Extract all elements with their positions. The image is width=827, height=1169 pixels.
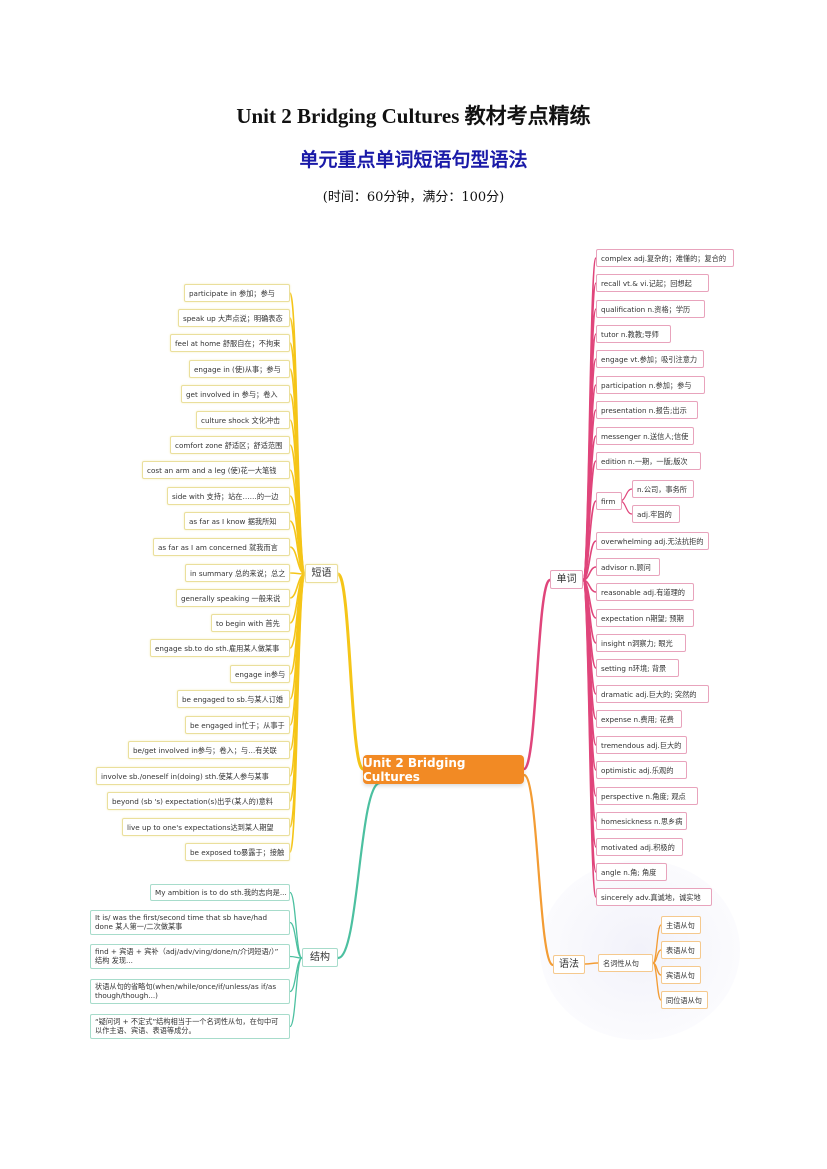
phrase-item[interactable]: be engaged to sb.与某人订婚 bbox=[177, 690, 290, 708]
word-item[interactable]: qualification n.资格；学历 bbox=[596, 300, 705, 318]
mindmap-center-node[interactable]: Unit 2 Bridging Cultures bbox=[363, 755, 524, 784]
structure-item[interactable]: 状语从句的省略句(when/while/once/if/unless/as if… bbox=[90, 979, 290, 1004]
branch-structures[interactable]: 结构 bbox=[302, 948, 338, 967]
word-item[interactable]: presentation n.报告;出示 bbox=[596, 401, 698, 419]
phrase-item[interactable]: be/get involved in参与；卷入；与…有关联 bbox=[128, 741, 290, 759]
grammar-item[interactable]: 主语从句 bbox=[661, 916, 701, 934]
phrase-item[interactable]: beyond (sb 's) expectation(s)出乎(某人的)意料 bbox=[107, 792, 290, 810]
connector-center-words bbox=[522, 578, 552, 771]
phrase-item[interactable]: feel at home 舒服自在；不拘束 bbox=[170, 334, 290, 352]
grammar-item[interactable]: 宾语从句 bbox=[661, 966, 701, 984]
structure-item[interactable]: “疑问词 + 不定式”结构相当于一个名词性从句，在句中可以作主语、宾语、表语等成… bbox=[90, 1014, 290, 1039]
word-item[interactable]: expectation n期望; 预期 bbox=[596, 609, 694, 627]
connector-center-grammar bbox=[522, 773, 555, 967]
word-item[interactable]: recall vt.& vi.记起；回想起 bbox=[596, 274, 709, 292]
phrase-item[interactable]: culture shock 文化冲击 bbox=[196, 411, 290, 429]
word-item[interactable]: advisor n.顾问 bbox=[596, 558, 660, 576]
branch-grammar[interactable]: 语法 bbox=[553, 955, 585, 974]
word-item[interactable]: optimistic adj.乐观的 bbox=[596, 761, 687, 779]
branch-words[interactable]: 单词 bbox=[550, 570, 583, 589]
structure-item[interactable]: My ambition is to do sth.我的志向是... bbox=[150, 884, 290, 901]
grammar-item[interactable]: 同位语从句 bbox=[661, 991, 708, 1009]
word-item[interactable]: engage vt.参加；吸引注意力 bbox=[596, 350, 704, 368]
branch-phrases[interactable]: 短语 bbox=[305, 564, 338, 583]
connector-structure bbox=[289, 921, 303, 959]
word-item[interactable]: sincerely adv.真诚地，诚实地 bbox=[596, 888, 712, 906]
phrase-item[interactable]: cost an arm and a leg (使)花一大笔钱 bbox=[142, 461, 290, 479]
phrase-item[interactable]: engage in (使)从事；参与 bbox=[189, 360, 290, 378]
connector-center-structures bbox=[337, 781, 381, 960]
connector-grammar-item bbox=[652, 962, 662, 1001]
word-item[interactable]: motivated adj.积极的 bbox=[596, 838, 683, 856]
word-item[interactable]: complex adj.复杂的；难懂的；复合的 bbox=[596, 249, 734, 267]
word-item[interactable]: tremendous adj.巨大的 bbox=[596, 736, 687, 754]
connector-phrase bbox=[289, 573, 306, 853]
phrase-item[interactable]: engage sb.to do sth.雇用某人做某事 bbox=[150, 639, 290, 657]
firm-sense-item[interactable]: adj.牢固的 bbox=[632, 505, 680, 523]
word-item[interactable]: insight n洞察力; 眼光 bbox=[596, 634, 686, 652]
word-item[interactable]: firm bbox=[596, 492, 622, 510]
connector-word bbox=[582, 579, 597, 898]
word-item[interactable]: participation n.参加；参与 bbox=[596, 376, 705, 394]
firm-sense-item[interactable]: n.公司，事务所 bbox=[632, 480, 694, 498]
word-item[interactable]: reasonable adj.有道理的 bbox=[596, 583, 694, 601]
time-note: (时间：60分钟，满分：100分) bbox=[322, 190, 505, 205]
grammar-item[interactable]: 表语从句 bbox=[661, 941, 701, 959]
phrase-item[interactable]: comfort zone 舒适区；舒适范围 bbox=[170, 436, 290, 454]
word-item[interactable]: tutor n.教教;导师 bbox=[596, 325, 671, 343]
word-item[interactable]: messenger n.送信人;信使 bbox=[596, 427, 694, 445]
structure-item[interactable]: It is/ was the first/second time that sb… bbox=[90, 910, 290, 935]
word-item[interactable]: setting n环境; 背景 bbox=[596, 659, 679, 677]
word-item[interactable]: angle n.角; 角度 bbox=[596, 863, 667, 881]
phrase-item[interactable]: side with 支持；站在……的一边 bbox=[167, 487, 290, 505]
phrase-item[interactable]: generally speaking 一般来说 bbox=[176, 589, 290, 607]
page-subtitle: 单元重点单词短语句型语法 bbox=[299, 149, 528, 171]
word-item[interactable]: expense n.费用; 花费 bbox=[596, 710, 682, 728]
page-title: Unit 2 Bridging Cultures 教材考点精练 bbox=[236, 104, 591, 128]
phrase-item[interactable]: be engaged in忙于；从事于 bbox=[185, 716, 290, 734]
connector-structure bbox=[289, 957, 303, 1028]
phrase-item[interactable]: live up to one's expectations达到某人期望 bbox=[122, 818, 290, 836]
phrase-item[interactable]: to begin with 首先 bbox=[211, 614, 290, 632]
grammar-subtopic[interactable]: 名词性从句 bbox=[598, 954, 653, 972]
phrase-item[interactable]: participate in 参加；参与 bbox=[184, 284, 290, 302]
phrase-item[interactable]: be exposed to暴露于；接触 bbox=[185, 843, 290, 861]
word-item[interactable]: edition n.一期，一版;版次 bbox=[596, 452, 701, 470]
connector-center-phrases bbox=[336, 572, 365, 771]
phrase-item[interactable]: get involved in 参与；卷入 bbox=[181, 385, 290, 403]
phrase-item[interactable]: engage in参与 bbox=[230, 665, 290, 683]
phrase-item[interactable]: involve sb./oneself in(doing) sth.使某人参与某… bbox=[96, 767, 290, 785]
phrase-item[interactable]: in summary 总的来说；总之 bbox=[185, 564, 290, 582]
word-item[interactable]: perspective n.角度; 观点 bbox=[596, 787, 698, 805]
phrase-item[interactable]: as far as I am concerned 就我而言 bbox=[153, 538, 290, 556]
structure-item[interactable]: find + 宾语 + 宾补（adj/adv/ving/done/n/介词短语/… bbox=[90, 944, 290, 969]
connector-grammar-sub bbox=[584, 962, 599, 965]
word-item[interactable]: dramatic adj.巨大的; 突然的 bbox=[596, 685, 709, 703]
word-item[interactable]: overwhelming adj.无法抗拒的 bbox=[596, 532, 709, 550]
phrase-item[interactable]: speak up 大声点说；明确表态 bbox=[178, 309, 290, 327]
phrase-item[interactable]: as far as I know 据我所知 bbox=[184, 512, 290, 530]
word-item[interactable]: homesickness n.思乡病 bbox=[596, 812, 687, 830]
